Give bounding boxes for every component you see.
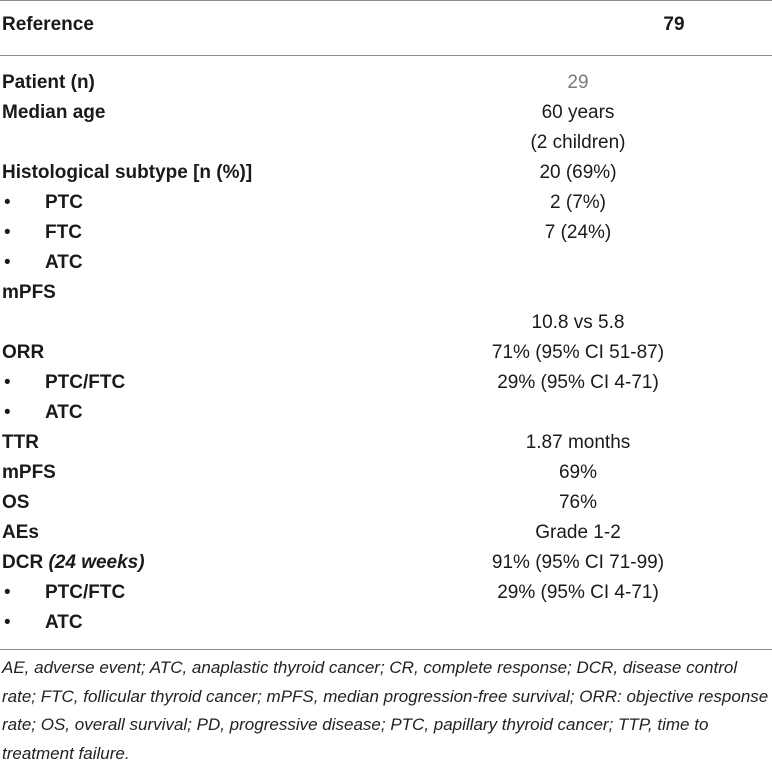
row-value: 71% (95% CI 51-87) — [491, 342, 665, 363]
header-rule — [0, 55, 772, 56]
table-row: mPFS 69% — [0, 458, 772, 488]
row-value: 2 (7%) — [550, 192, 606, 213]
row-label: mPFS — [2, 282, 56, 303]
row-value: 29% (95% CI 4-71) — [497, 582, 659, 603]
row-label: ORR — [2, 342, 45, 363]
row-label: ATC — [45, 402, 83, 423]
table-row: • PTC/FTC 29% (95% CI 4-71) — [0, 578, 772, 608]
row-label: AEs — [2, 522, 39, 543]
table-row: • ATC — [0, 398, 772, 428]
bullet-marker: • — [4, 372, 11, 393]
table-row: TTR 1.87 months — [0, 428, 772, 458]
row-value: 10.8 vs 5.8 — [531, 312, 625, 333]
row-value: 29 — [567, 72, 589, 93]
footer-rule — [0, 649, 772, 650]
bullet-marker: • — [4, 192, 11, 213]
row-value: 7 (24%) — [544, 222, 612, 243]
table-row: • PTC 2 (7%) — [0, 188, 772, 218]
row-label: OS — [2, 492, 30, 513]
table-row: ORR 71% (95% CI 51-87) — [0, 338, 772, 368]
row-label-main: DCR — [2, 552, 44, 573]
table-row: AEs Grade 1-2 — [0, 518, 772, 548]
bullet-marker: • — [4, 402, 11, 423]
table-row: • FTC 7 (24%) — [0, 218, 772, 248]
reference-header: Reference — [2, 14, 94, 35]
row-value: 69% — [558, 462, 598, 483]
row-label: ATC — [45, 252, 83, 273]
table-row: DCR (24 weeks) 91% (95% CI 71-99) — [0, 548, 772, 578]
table-row: (2 children) — [0, 128, 772, 158]
table-row: Median age 60 years — [0, 98, 772, 128]
table-row: • ATC — [0, 248, 772, 278]
row-label: TTR — [2, 432, 39, 453]
row-value: 76% — [558, 492, 598, 513]
row-label: Patient (n) — [2, 72, 95, 93]
row-label-italic: (24 weeks) — [48, 552, 145, 573]
bullet-marker: • — [4, 222, 11, 243]
row-label: Median age — [2, 102, 106, 123]
row-label: FTC — [45, 222, 82, 243]
row-value: Grade 1-2 — [535, 522, 621, 543]
row-label: PTC — [45, 192, 83, 213]
table-header: Reference 79 — [0, 14, 772, 44]
reference-number: 79 — [663, 14, 685, 35]
bullet-marker: • — [4, 252, 11, 273]
row-label: PTC/FTC — [45, 372, 126, 393]
table-row: • PTC/FTC 29% (95% CI 4-71) — [0, 368, 772, 398]
row-value: 1.87 months — [525, 432, 631, 453]
row-value: 29% (95% CI 4-71) — [497, 372, 659, 393]
table-row: OS 76% — [0, 488, 772, 518]
table-row: • ATC — [0, 608, 772, 638]
bullet-marker: • — [4, 582, 11, 603]
table-row: Histological subtype [n (%)] 20 (69%) — [0, 158, 772, 188]
row-label: ATC — [45, 612, 83, 633]
row-label: mPFS — [2, 462, 56, 483]
row-value: 60 years — [541, 102, 615, 123]
row-label: Histological subtype [n (%)] — [2, 162, 253, 183]
row-label: PTC/FTC — [45, 582, 126, 603]
row-value: 20 (69%) — [539, 162, 617, 183]
table-row: mPFS — [0, 278, 772, 308]
row-value: 91% (95% CI 71-99) — [491, 552, 665, 573]
row-value: (2 children) — [530, 132, 626, 153]
table-row: 10.8 vs 5.8 — [0, 308, 772, 338]
table-row: Patient (n) 29 — [0, 68, 772, 98]
bullet-marker: • — [4, 612, 11, 633]
row-label: DCR (24 weeks) — [2, 548, 145, 578]
top-rule — [0, 0, 772, 1]
table-footnote: AE, adverse event; ATC, anaplastic thyro… — [2, 658, 769, 763]
